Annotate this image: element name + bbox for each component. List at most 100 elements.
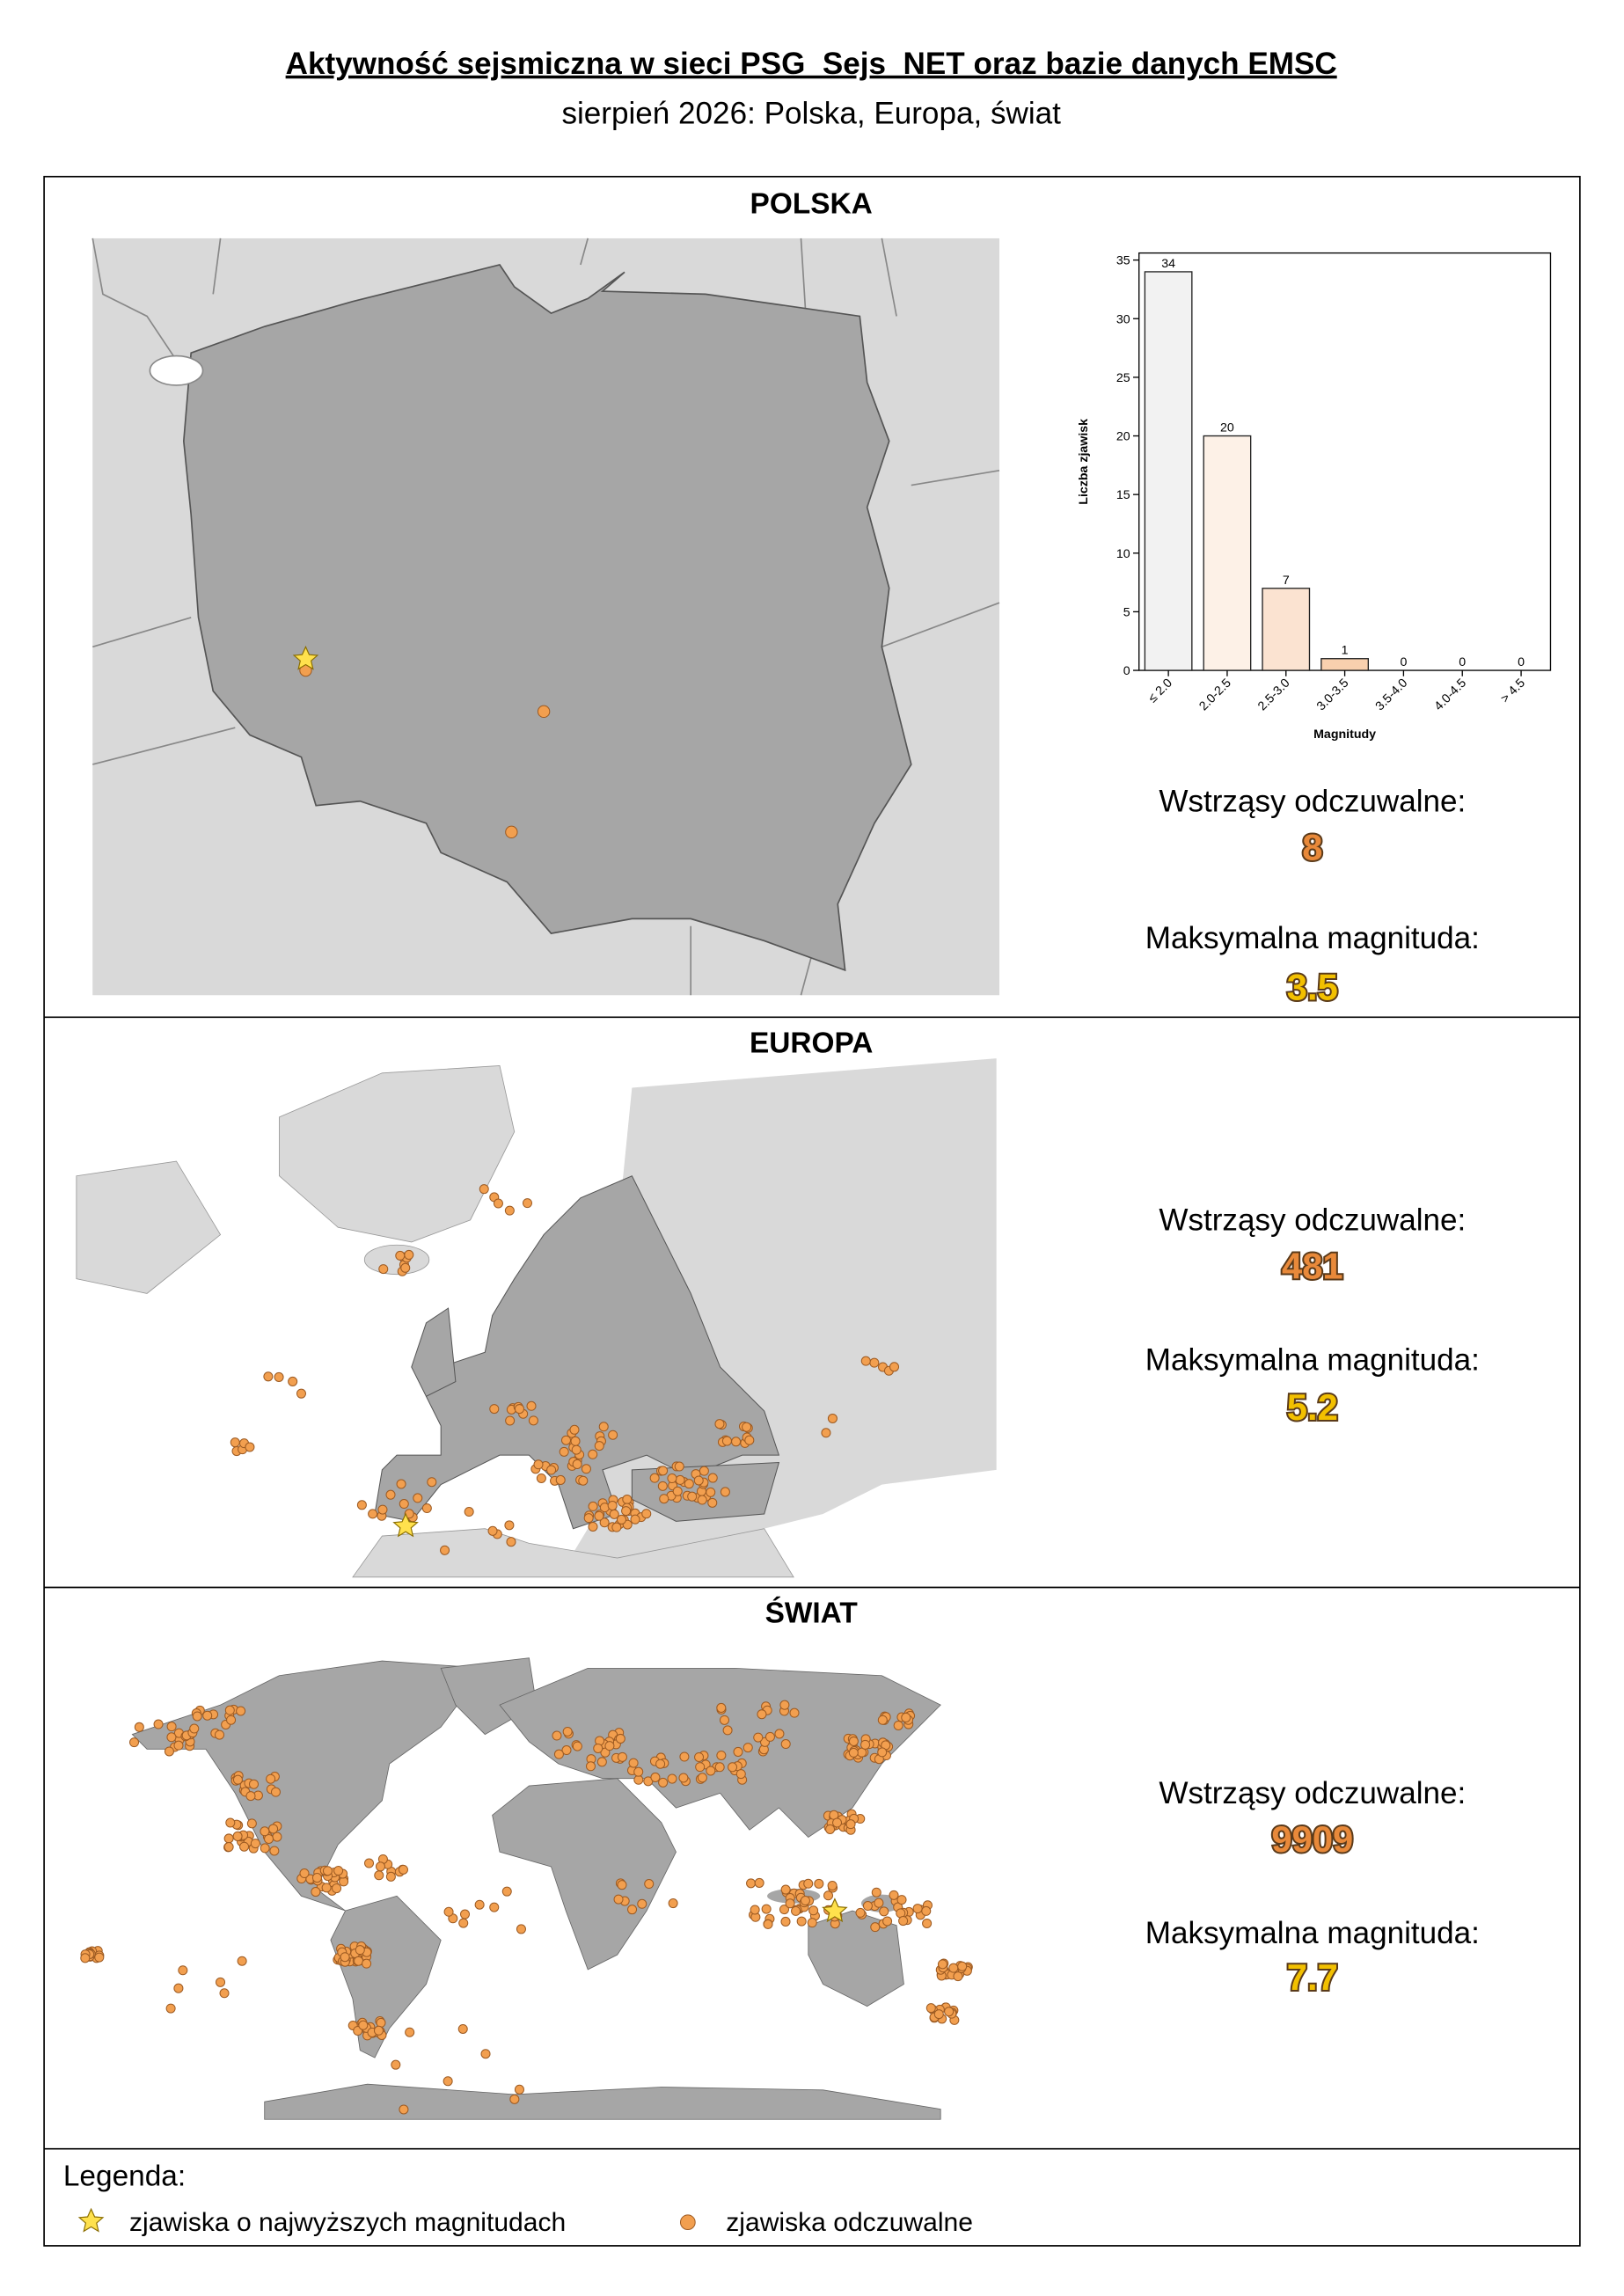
event-dot: [870, 1922, 881, 1933]
event-dot: [509, 2094, 520, 2104]
event-dot: [296, 1388, 306, 1399]
event-dot: [871, 1887, 881, 1897]
event-dot: [687, 1491, 698, 1502]
event-dot: [528, 1415, 538, 1426]
event-dot: [588, 1521, 598, 1532]
event-dot: [877, 1747, 888, 1758]
event-dot: [246, 1818, 257, 1829]
event-dot: [232, 1831, 243, 1841]
event-dot: [526, 1400, 537, 1411]
event-dot: [780, 1884, 791, 1895]
event-dot: [457, 2023, 468, 2034]
event-dot: [611, 1522, 622, 1532]
bar: [1320, 658, 1369, 671]
event-dot: [377, 1504, 388, 1515]
event-dot: [657, 1481, 668, 1491]
max-label: Maksymalna magnituda:: [1145, 921, 1480, 955]
event-dot: [474, 1899, 485, 1910]
felt-label: Wstrząsy odczuwalne:: [1159, 784, 1466, 818]
event-dot: [516, 1924, 526, 1934]
event-dot: [780, 1916, 791, 1927]
event-dot: [166, 1722, 177, 1732]
event-dot: [311, 1887, 321, 1897]
event-dot: [672, 1486, 683, 1496]
event-dot: [223, 1841, 234, 1853]
event-dot: [464, 1506, 474, 1517]
event-dot: [173, 1740, 184, 1751]
event-dot: [260, 1843, 270, 1854]
event-dot: [263, 1833, 274, 1844]
event-dot: [230, 1437, 240, 1448]
felt-value: 481: [1282, 1246, 1343, 1287]
event-dot: [215, 1729, 225, 1740]
event-dot: [178, 1965, 188, 1976]
event-dot: [948, 1963, 959, 1973]
event-dot: [609, 1509, 619, 1519]
y-tick-label: 15: [1116, 488, 1130, 502]
event-dot: [922, 1918, 933, 1928]
x-tick-label: 2.0-2.5: [1196, 676, 1234, 714]
event-dot: [933, 2009, 944, 2020]
event-dot: [588, 1501, 598, 1511]
event-dot: [153, 1719, 164, 1729]
event-dot: [668, 1898, 678, 1909]
event-dot: [569, 1424, 580, 1435]
max-value: 3.5: [1287, 966, 1338, 1007]
event-dot: [378, 1264, 389, 1275]
event-dot: [570, 1436, 581, 1446]
event-dot: [615, 1733, 625, 1744]
event-dot: [522, 1198, 533, 1209]
event-dot: [848, 1736, 859, 1746]
event-dot: [504, 1205, 515, 1216]
felt-value: 8: [1302, 827, 1322, 868]
event-dot: [356, 1500, 367, 1510]
data-label: 20: [1220, 421, 1234, 435]
event-dot: [443, 1906, 454, 1917]
event-dot: [598, 1422, 609, 1432]
event-dot: [823, 1890, 834, 1901]
frame: [43, 175, 1581, 2247]
event-dot: [882, 1916, 893, 1927]
event-dot: [391, 2059, 401, 2070]
event-dot: [622, 1494, 633, 1504]
map-world: [80, 1657, 973, 2120]
event-dot: [239, 1841, 250, 1852]
felt-label: Wstrząsy odczuwalne:: [1159, 1776, 1466, 1810]
bar: [1262, 588, 1311, 671]
data-label: 0: [1400, 655, 1407, 669]
event-dot: [375, 1861, 386, 1872]
event-dot: [735, 1769, 746, 1780]
event-dot: [898, 1916, 909, 1927]
event-dot: [405, 2027, 415, 2037]
event-dot: [322, 1866, 333, 1876]
event-dot: [173, 1983, 184, 1993]
event-dot: [757, 1709, 767, 1720]
x-tick-label: ≤ 2.0: [1145, 676, 1175, 706]
section-title: EUROPA: [750, 1027, 873, 1059]
event-dot: [440, 1545, 450, 1555]
event-dot: [399, 1499, 409, 1510]
event-dot: [774, 1729, 785, 1739]
legend-item: zjawiska o najwyższych magnitudach: [129, 2208, 566, 2237]
event-dot: [832, 1817, 843, 1828]
event-dot: [427, 1477, 437, 1488]
map-poland: [91, 238, 1000, 996]
event-dot: [649, 1473, 660, 1483]
event-dot: [333, 1866, 344, 1876]
event-dot: [912, 1904, 923, 1914]
event-dot: [404, 1249, 414, 1260]
event-dot: [189, 1723, 200, 1734]
event-dot: [572, 1741, 582, 1751]
event-dot: [385, 1871, 396, 1882]
event-dot: [667, 1773, 677, 1784]
event-dot: [862, 1900, 873, 1912]
bar: [1144, 271, 1193, 671]
event-dot: [630, 1514, 640, 1525]
event-dot: [650, 1772, 661, 1782]
event-dot: [719, 1715, 729, 1725]
event-dot: [706, 1487, 716, 1497]
y-tick-label: 30: [1116, 312, 1130, 326]
event-dot: [808, 1905, 819, 1916]
event-dot: [443, 2076, 453, 2087]
